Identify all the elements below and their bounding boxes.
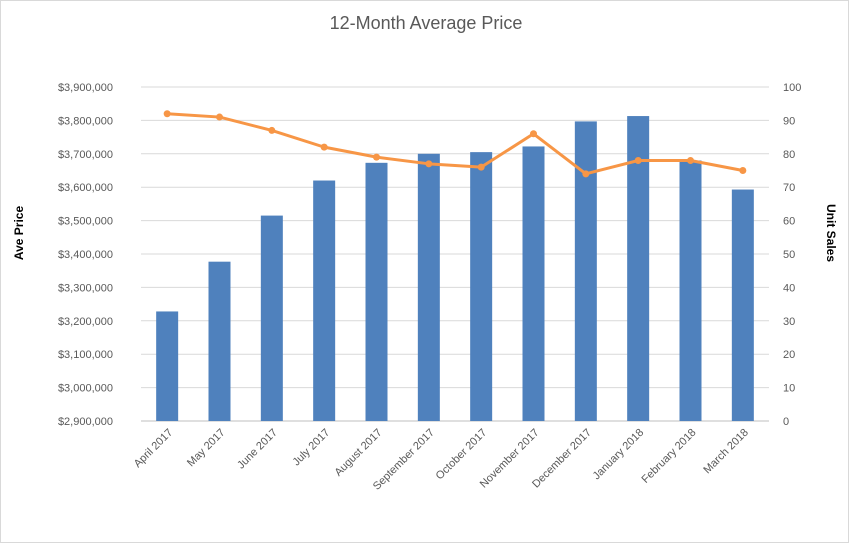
y-tick-label: $3,800,000 <box>58 115 113 127</box>
x-tick-label: April 2017 <box>132 427 176 471</box>
line-point <box>687 156 694 164</box>
y-tick-label: $3,200,000 <box>58 316 113 328</box>
x-tick-label: January 2018 <box>591 427 647 483</box>
y-tick-label: $3,500,000 <box>58 216 113 228</box>
line-point <box>477 163 485 171</box>
bar <box>574 121 597 421</box>
y-tick-label: $3,400,000 <box>58 249 113 261</box>
y-tick-label: $2,900,000 <box>58 416 113 428</box>
y2-axis-ticks: 0 10 20 30 40 50 60 70 80 90 100 <box>783 82 801 428</box>
x-tick-label: May 2017 <box>185 427 228 470</box>
bar <box>679 160 702 422</box>
line-point <box>320 143 328 151</box>
y-tick-label: $3,000,000 <box>58 383 113 395</box>
x-tick-label: February 2018 <box>640 427 699 486</box>
y2-axis-title: Unit Sales <box>824 204 838 262</box>
x-tick-label: June 2017 <box>235 427 280 472</box>
line-point <box>634 156 642 164</box>
y2-tick-label: 30 <box>783 316 795 328</box>
x-axis-ticks: April 2017 May 2017 June 2017 July 2017 Augu… <box>132 427 751 493</box>
y-tick-label: $3,900,000 <box>58 82 113 94</box>
x-tick-label: October 2017 <box>434 427 490 483</box>
y-tick-label: $3,100,000 <box>58 349 113 361</box>
bar <box>365 162 388 421</box>
line-series <box>163 110 747 178</box>
bar-series <box>156 116 754 422</box>
bar <box>208 261 231 421</box>
y2-tick-label: 80 <box>783 149 795 161</box>
bar <box>731 189 754 421</box>
y2-tick-label: 90 <box>783 115 795 127</box>
y2-tick-label: 10 <box>783 383 795 395</box>
line-point <box>582 170 590 178</box>
line-point <box>739 167 747 174</box>
line-point <box>163 110 171 118</box>
x-tick-label: August 2017 <box>332 427 384 479</box>
line-point <box>268 126 276 134</box>
y2-tick-label: 40 <box>783 282 795 294</box>
line-point <box>216 113 223 121</box>
bar <box>470 152 493 421</box>
y2-tick-label: 60 <box>783 216 795 228</box>
y-tick-label: $3,300,000 <box>58 282 113 294</box>
y-tick-label: $3,600,000 <box>58 182 113 194</box>
bar <box>156 311 179 421</box>
y2-tick-label: 70 <box>783 182 795 194</box>
y2-tick-label: 20 <box>783 349 795 361</box>
bar <box>627 116 650 422</box>
gridlines <box>141 86 769 422</box>
bar <box>313 180 336 421</box>
unit-sales-line <box>167 112 744 176</box>
line-point <box>425 160 433 168</box>
y-axis-ticks: $2,900,000 $3,000,000 $3,100,000 $3,200,000… <box>58 82 113 428</box>
y-axis-title: Ave Price <box>12 206 26 261</box>
y2-tick-label: 0 <box>783 416 789 428</box>
line-point <box>530 130 537 138</box>
x-tick-label: July 2017 <box>291 427 333 469</box>
y2-tick-label: 50 <box>783 249 795 261</box>
y2-tick-label: 100 <box>783 82 801 94</box>
bar <box>522 146 545 421</box>
bar <box>417 153 440 422</box>
x-tick-label: March 2018 <box>701 427 751 477</box>
bar <box>260 215 283 421</box>
y-tick-label: $3,700,000 <box>58 149 113 161</box>
chart-title: 12-Month Average Price <box>330 13 523 33</box>
line-point <box>373 153 380 161</box>
